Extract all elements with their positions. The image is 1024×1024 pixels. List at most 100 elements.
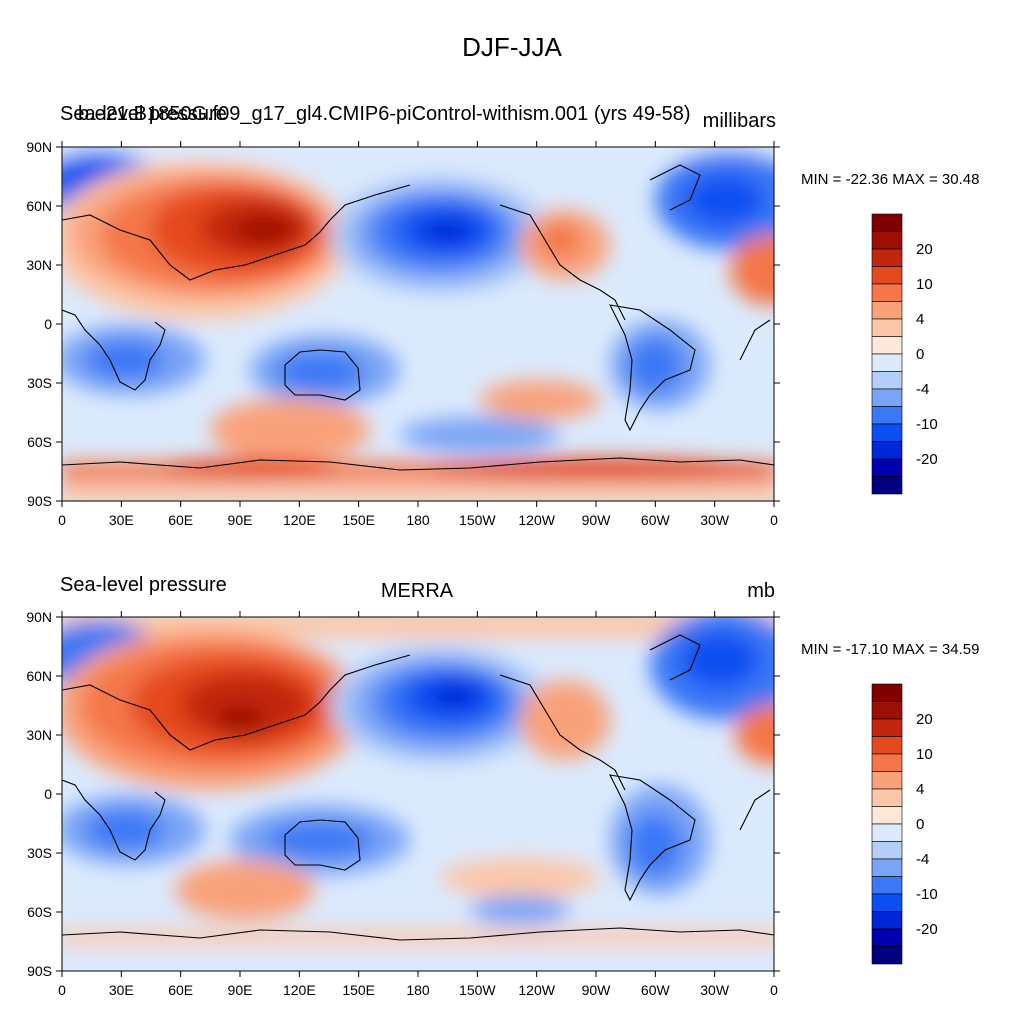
panel1-units: millibars [702,110,776,132]
colorbar-segment [871,683,903,702]
lat-label: 60S [27,904,52,920]
axes-layer: 90N 60N 30N 0 30S 60S 90S 0 30E 60E 90E 120E 150E 180… [26,139,780,998]
colorbar-segment [871,458,903,477]
colorbar-segment [871,841,903,860]
lon-label: 30W [700,982,730,998]
colorbar-segment [871,946,903,965]
lon-label: 150W [459,512,496,528]
lat-label: 60S [27,434,52,450]
colorbar-segment [871,213,903,232]
lon-label: 120W [518,512,555,528]
panel2-map [62,617,774,971]
panel1-left-title: Sea-level pressure [60,103,227,125]
panel1-anomaly-field [62,147,774,501]
colorbar-label: 4 [916,311,924,328]
colorbar-segment [871,336,903,355]
lat-label: 90S [27,493,52,509]
colorbar-segment [871,788,903,807]
lon-label: 30E [109,512,134,528]
lon-label: 30W [700,512,730,528]
colorbar-label: -4 [916,851,929,868]
colorbar-label: 4 [916,781,924,798]
colorbar-segment [871,718,903,737]
lat-label: 90N [26,609,52,625]
lon-label: 30E [109,982,134,998]
colorbar-segment [871,388,903,407]
colorbar-segment [871,266,903,285]
panel1-min-max: MIN = -22.36 MAX = 30.48 [801,171,980,188]
lat-label: 30N [26,727,52,743]
colorbar-segment [871,823,903,842]
lon-label: 180 [406,982,430,998]
colorbar-label: 20 [916,241,933,258]
lon-label: 0 [770,512,778,528]
lon-label: 60W [641,982,671,998]
panel1-case-title: b.e21.B1850G.f09_g17_gl4.CMIP6-piControl… [78,103,691,125]
colorbar-segment [871,806,903,825]
panel2-left-title: Sea-level pressure [60,574,227,596]
colorbar-segment [871,736,903,755]
colorbar-segment [871,248,903,267]
panel2-units: mb [747,580,775,602]
colorbar-label: 0 [916,346,924,363]
lon-label: 150W [459,982,496,998]
lon-label: 60W [641,512,671,528]
colorbar-segment [871,441,903,460]
panel2-anomaly-field [62,617,774,971]
panel2-min-max: MIN = -17.10 MAX = 34.59 [801,641,980,658]
lon-label: 90E [228,512,253,528]
lat-label: 0 [44,786,52,802]
lat-label: 90N [26,139,52,155]
colorbar-label: -10 [916,416,938,433]
lon-label: 150E [342,512,375,528]
colorbar-label: -4 [916,381,929,398]
colorbar-label: 0 [916,816,924,833]
lon-label: 120W [518,982,555,998]
colorbar-segment [871,231,903,250]
colorbar-segment [871,928,903,947]
lon-label: 150E [342,982,375,998]
colorbar-label: 10 [916,746,933,763]
panel1-coastline-icon [62,164,774,471]
panel2-case-title: MERRA [380,580,454,602]
lat-label: 0 [44,316,52,332]
colorbar-segment [871,423,903,442]
lon-label: 0 [58,512,66,528]
lat-label: 90S [27,963,52,979]
lat-label: 60N [26,668,52,684]
colorbar-segment [871,406,903,425]
colorbar-segment [871,753,903,772]
colorbar-label: -20 [916,921,938,938]
lon-label: 90W [582,982,612,998]
lat-label: 30N [26,257,52,273]
lon-label: 90W [582,512,612,528]
panel2-coastline-icon [62,634,774,941]
colorbar-segment [871,858,903,877]
colorbar-segment [871,318,903,337]
colorbar-label: -20 [916,451,938,468]
colorbars-layer: 20 10 4 0 -4 -10 -20 20 10 4 0 -4 -10 -20 [871,213,938,965]
colorbar-segment [871,893,903,912]
colorbar-segment [871,876,903,895]
lon-label: 180 [406,512,430,528]
lon-label: 0 [770,982,778,998]
lon-label: 60E [168,512,193,528]
colorbar-segment [871,283,903,302]
colorbar-segment [871,371,903,390]
colorbar-label: 20 [916,711,933,728]
lon-label: 120E [283,512,316,528]
colorbar-segment [871,301,903,320]
lon-label: 60E [168,982,193,998]
lat-label: 60N [26,198,52,214]
lon-label: 0 [58,982,66,998]
colorbar-label: -10 [916,886,938,903]
panel1-map [62,147,774,501]
colorbar-segment [871,911,903,930]
colorbar-segment [871,476,903,495]
colorbar-segment [871,701,903,720]
lon-label: 120E [283,982,316,998]
lat-label: 30S [27,375,52,391]
colorbar-label: 10 [916,276,933,293]
colorbar-segment [871,771,903,790]
